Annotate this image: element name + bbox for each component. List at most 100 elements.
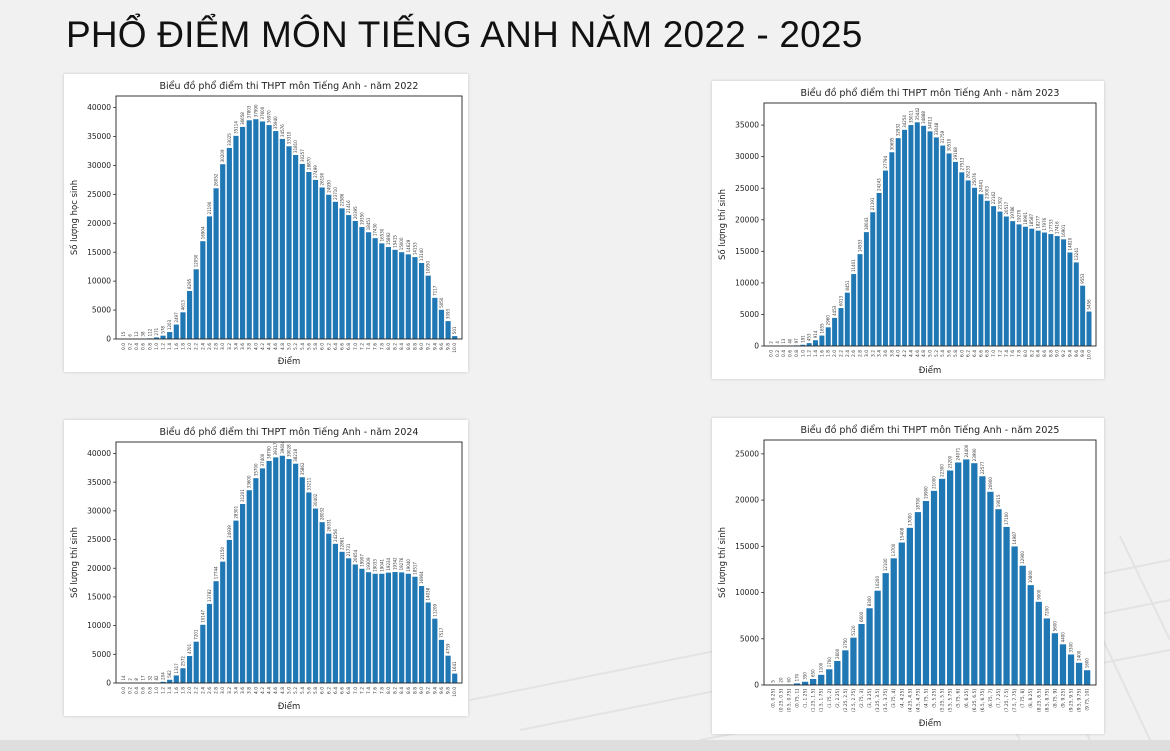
- value-label: 23003: [985, 186, 990, 199]
- x-tick-label: 1.2: [807, 350, 813, 357]
- value-label: 501: [452, 326, 457, 334]
- x-tick-label: 1.6: [174, 687, 180, 694]
- bar: [392, 249, 398, 339]
- value-label: 204: [161, 672, 166, 680]
- x-tick-label: 5.8: [953, 350, 959, 357]
- value-label: 4400: [1060, 632, 1065, 643]
- value-label: 18901: [1023, 212, 1028, 225]
- value-label: 35862: [300, 462, 305, 475]
- value-label: 18700: [915, 497, 920, 510]
- value-label: 19309: [366, 557, 371, 570]
- bar: [914, 122, 920, 346]
- bar: [851, 274, 857, 346]
- x-tick-label: 9.0: [419, 687, 425, 694]
- value-label: 23710: [333, 187, 338, 200]
- bar: [452, 673, 458, 683]
- value-label: 17000: [907, 513, 912, 526]
- bar: [206, 603, 213, 683]
- value-label: 8: [134, 678, 139, 681]
- bar: [425, 275, 431, 339]
- bar: [173, 324, 179, 339]
- value-label: 22300: [940, 464, 945, 477]
- value-label: 24256: [333, 529, 338, 542]
- bar: [818, 674, 825, 685]
- x-tick-label: 8.4: [1036, 350, 1042, 357]
- bar: [418, 586, 425, 683]
- x-tick-label: 9.2: [426, 343, 432, 350]
- value-label: 35700: [253, 463, 258, 476]
- x-tick-label: 8.4: [399, 687, 405, 694]
- x-tick-label: (0.75, 1]: [795, 689, 801, 708]
- y-tick-label: 30000: [87, 506, 111, 515]
- x-tick-label: (5.25, 5.5]: [940, 689, 946, 712]
- plot-frame: [115, 441, 463, 684]
- value-label: 562: [167, 670, 172, 678]
- x-tick-label: (2.25, 2.5]: [843, 689, 849, 712]
- bar: [445, 655, 451, 683]
- x-tick-label: 3.6: [883, 350, 889, 357]
- bar: [319, 522, 325, 683]
- x-tick-label: 5.2: [293, 343, 299, 350]
- bar: [1016, 224, 1022, 346]
- value-label: 31810: [293, 140, 298, 153]
- bar: [200, 624, 206, 683]
- bar: [927, 131, 933, 346]
- y-tick-label: 40000: [87, 449, 111, 458]
- value-label: 5600: [1052, 621, 1057, 632]
- x-tick-label: (1.25, 1.5]: [811, 689, 817, 712]
- value-label: 34888: [921, 111, 926, 124]
- bar: [866, 608, 873, 685]
- x-tick-label: (5.5, 5.75]: [948, 689, 954, 712]
- x-tick-label: 2.4: [200, 343, 206, 350]
- value-label: 22577: [980, 461, 985, 474]
- x-tick-label: 9.0: [1055, 350, 1061, 357]
- value-label: 19786: [1010, 206, 1015, 219]
- x-tick-label: 8.0: [386, 687, 392, 694]
- x-tick-label: (3.25, 3.5]: [875, 689, 881, 712]
- x-tick-label: 6.6: [978, 350, 984, 357]
- x-tick-label: 6.0: [320, 687, 326, 694]
- x-tick-label: 0.2: [775, 350, 781, 357]
- bar: [246, 490, 252, 683]
- value-label: 38218: [293, 449, 298, 462]
- x-tick-label: (4.75, 5]: [923, 689, 929, 708]
- bar: [226, 539, 232, 683]
- x-tick-label: 1.2: [161, 343, 167, 350]
- value-label: 21150: [220, 546, 225, 559]
- bar: [850, 637, 857, 685]
- y-tick-label: 5000: [92, 650, 111, 659]
- bar: [193, 641, 199, 683]
- x-tick-label: 1.8: [826, 350, 832, 357]
- value-label: 33211: [306, 477, 311, 490]
- x-tick-label: (2, 2.25]: [835, 689, 841, 708]
- chart-title: Biểu đồ phổ điểm thi THPT môn Tiếng Anh …: [160, 427, 419, 438]
- x-tick-label: 7.2: [997, 350, 1003, 357]
- x-tick-label: 4.2: [260, 687, 266, 694]
- chart-2022: Biểu đồ phổ điểm thi THPT môn Tiếng Anh …: [69, 81, 463, 367]
- x-tick-label: 3.2: [227, 687, 233, 694]
- x-tick-label: 4.4: [908, 350, 914, 357]
- x-axis-label: Điểm: [278, 356, 300, 367]
- value-label: 26031: [326, 518, 331, 531]
- bar: [266, 125, 272, 339]
- x-tick-label: (2.5, 2.75]: [851, 689, 857, 712]
- x-axis-label: Điểm: [919, 365, 941, 376]
- value-label: 24041: [978, 179, 983, 192]
- value-label: 18587: [1029, 214, 1034, 227]
- bar: [379, 243, 385, 339]
- x-tick-label: 2.0: [832, 350, 838, 357]
- bar: [997, 211, 1003, 346]
- bar: [259, 468, 266, 683]
- x-tick-label: (4.5, 4.75]: [915, 689, 921, 712]
- y-axis-label: Số lượng thí sinh: [717, 189, 728, 260]
- value-label: 2960: [826, 315, 831, 326]
- value-label: 112: [147, 328, 152, 336]
- value-label: 28301: [233, 505, 238, 518]
- bar: [240, 503, 246, 683]
- bar: [933, 137, 939, 346]
- x-tick-label: 6.2: [326, 687, 332, 694]
- bar: [405, 573, 411, 683]
- bar: [810, 678, 817, 685]
- value-label: 4701: [187, 643, 192, 654]
- bar: [372, 573, 378, 683]
